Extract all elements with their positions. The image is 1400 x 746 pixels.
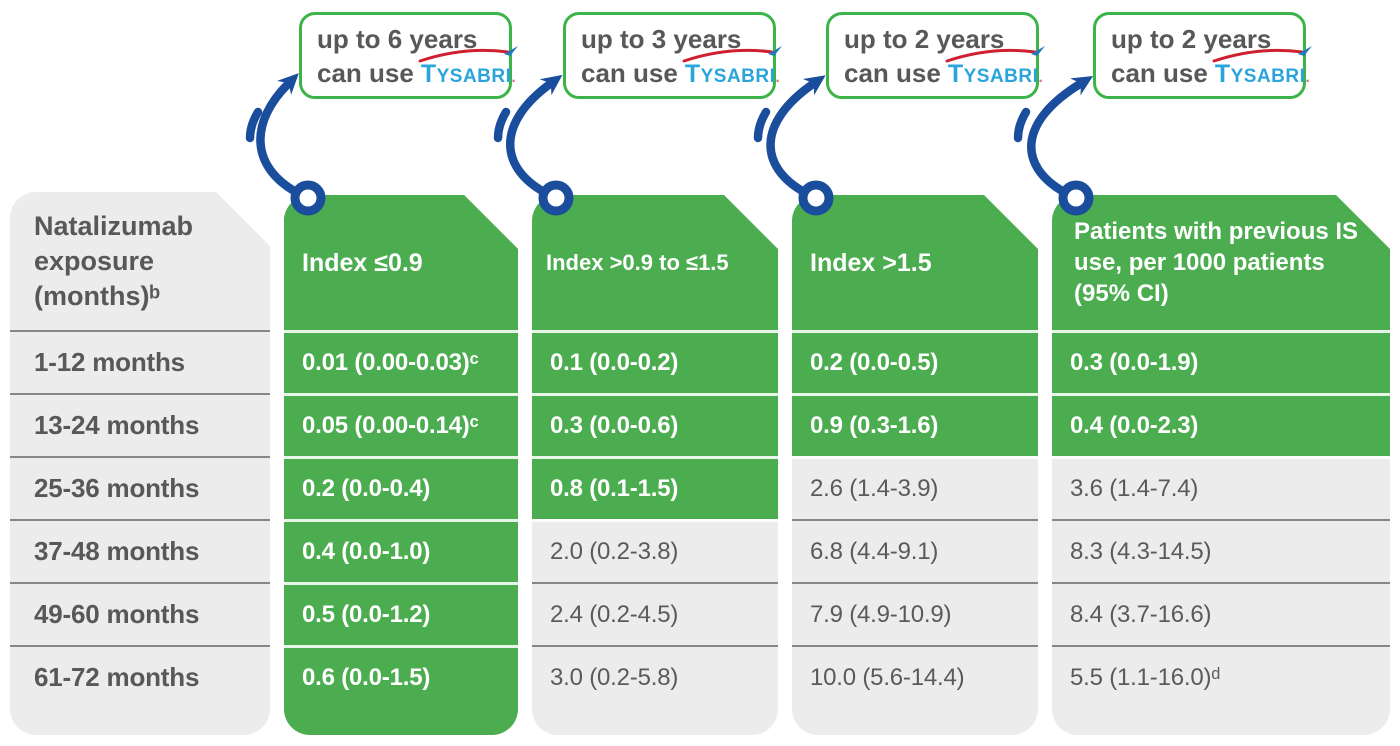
tysabri-logo: TYSABRI. (682, 46, 782, 94)
row-label: 49-60 months (10, 582, 270, 645)
callout-use-text: can use (317, 58, 414, 88)
curved-arrow-icon (256, 73, 301, 197)
table-cell: 0.01 (0.00-0.03)ᶜ (284, 330, 518, 393)
table-cell: 0.4 (0.0-1.0) (284, 519, 518, 582)
tysabri-reg-dot: . (511, 69, 516, 86)
table-cell: 0.6 (0.0-1.5) (284, 645, 518, 708)
row-label: 61-72 months (10, 645, 270, 708)
table-cell: 0.2 (0.0-0.5) (792, 330, 1038, 393)
callout-3-years: up to 3 years can use TYSABRI. (563, 12, 782, 99)
callout-duration-text: up to 2 years (1111, 24, 1272, 54)
table-cell: 10.0 (5.6-14.4) (792, 645, 1038, 708)
tysabri-reg-dot: . (1305, 69, 1310, 86)
column-index-le-0-9: Index ≤0.9 0.01 (0.00-0.03)ᶜ 0.05 (0.00-… (284, 195, 518, 735)
tysabri-wordmark: TYSABRI (684, 60, 776, 88)
table-cell: 0.4 (0.0-2.3) (1052, 393, 1390, 456)
arrow-dash-icon (1013, 107, 1031, 143)
table-cell: 3.0 (0.2-5.8) (532, 645, 778, 708)
column-header: Index >1.5 (792, 195, 1038, 330)
table-cell: 3.6 (1.4-7.4) (1052, 456, 1390, 519)
arrow-dash-icon (753, 107, 771, 143)
curved-arrow-icon (766, 75, 826, 197)
table-cell: 8.3 (4.3-14.5) (1052, 519, 1390, 582)
row-label: 1-12 months (10, 330, 270, 393)
tysabri-swoosh-icon (945, 46, 1045, 63)
table-cell: 6.8 (4.4-9.1) (792, 519, 1038, 582)
tysabri-swoosh-icon (682, 46, 782, 63)
callout-6-years: up to 6 years can use TYSABRI. (299, 12, 518, 99)
callout-duration-text: up to 6 years (317, 24, 478, 54)
table-cell: 0.3 (0.0-0.6) (532, 393, 778, 456)
column-header-natalizumab-exposure: Natalizumab exposure (months)ᵇ (34, 210, 194, 311)
tysabri-reg-dot: . (775, 69, 780, 86)
table-cell: 0.9 (0.3-1.6) (792, 393, 1038, 456)
column-header: Patients with previous IS use, per 1000 … (1052, 195, 1390, 330)
column-previous-is-use: Patients with previous IS use, per 1000 … (1052, 195, 1390, 735)
table-cell: 0.2 (0.0-0.4) (284, 456, 518, 519)
table-cell: 7.9 (4.9-10.9) (792, 582, 1038, 645)
table-cell: 5.5 (1.1-16.0)ᵈ (1052, 645, 1390, 708)
column-header: Index >0.9 to ≤1.5 (532, 195, 778, 330)
table-cell: 0.1 (0.0-0.2) (532, 330, 778, 393)
row-label: 25-36 months (10, 456, 270, 519)
table-cell: 0.5 (0.0-1.2) (284, 582, 518, 645)
table-cell: 0.05 (0.00-0.14)ᶜ (284, 393, 518, 456)
callout-duration-text: up to 2 years (844, 24, 1005, 54)
tysabri-wordmark: TYSABRI (420, 60, 512, 88)
row-label: 37-48 months (10, 519, 270, 582)
tysabri-swoosh-icon (418, 46, 518, 63)
table-cell: 0.3 (0.0-1.9) (1052, 330, 1390, 393)
tysabri-swoosh-icon (1212, 46, 1312, 63)
table-cell: 8.4 (3.7-16.6) (1052, 582, 1390, 645)
tysabri-wordmark: TYSABRI (947, 60, 1039, 88)
callout-use-text: can use (581, 58, 678, 88)
tysabri-logo: TYSABRI. (945, 46, 1045, 94)
curved-arrow-icon (506, 74, 563, 197)
table-cell: 2.4 (0.2-4.5) (532, 582, 778, 645)
tysabri-logo: TYSABRI. (1212, 46, 1312, 94)
column-header: Index ≤0.9 (284, 195, 518, 330)
callout-2-years-b: up to 2 years can use TYSABRI. (1093, 12, 1312, 99)
tysabri-wordmark: TYSABRI (1214, 60, 1306, 88)
row-label: 13-24 months (10, 393, 270, 456)
column-index-0-9-to-1-5: Index >0.9 to ≤1.5 0.1 (0.0-0.2) 0.3 (0.… (532, 195, 778, 735)
callout-use-text: can use (1111, 58, 1208, 88)
arrow-dash-icon (493, 107, 511, 143)
table-cell: 0.8 (0.1-1.5) (532, 456, 778, 519)
callout-duration-text: up to 3 years (581, 24, 742, 54)
tysabri-logo: TYSABRI. (418, 46, 518, 94)
tysabri-reg-dot: . (1038, 69, 1043, 86)
callout-2-years-a: up to 2 years can use TYSABRI. (826, 12, 1045, 99)
callout-use-text: can use (844, 58, 941, 88)
table-cell: 2.6 (1.4-3.9) (792, 456, 1038, 519)
curved-arrow-icon (1027, 75, 1094, 197)
table-cell: 2.0 (0.2-3.8) (532, 519, 778, 582)
column-index-gt-1-5: Index >1.5 0.2 (0.0-0.5) 0.9 (0.3-1.6) 2… (792, 195, 1038, 735)
arrow-dash-icon (245, 107, 263, 143)
column-row-headers: Natalizumab exposure (months)ᵇ 1-12 mont… (10, 192, 270, 735)
